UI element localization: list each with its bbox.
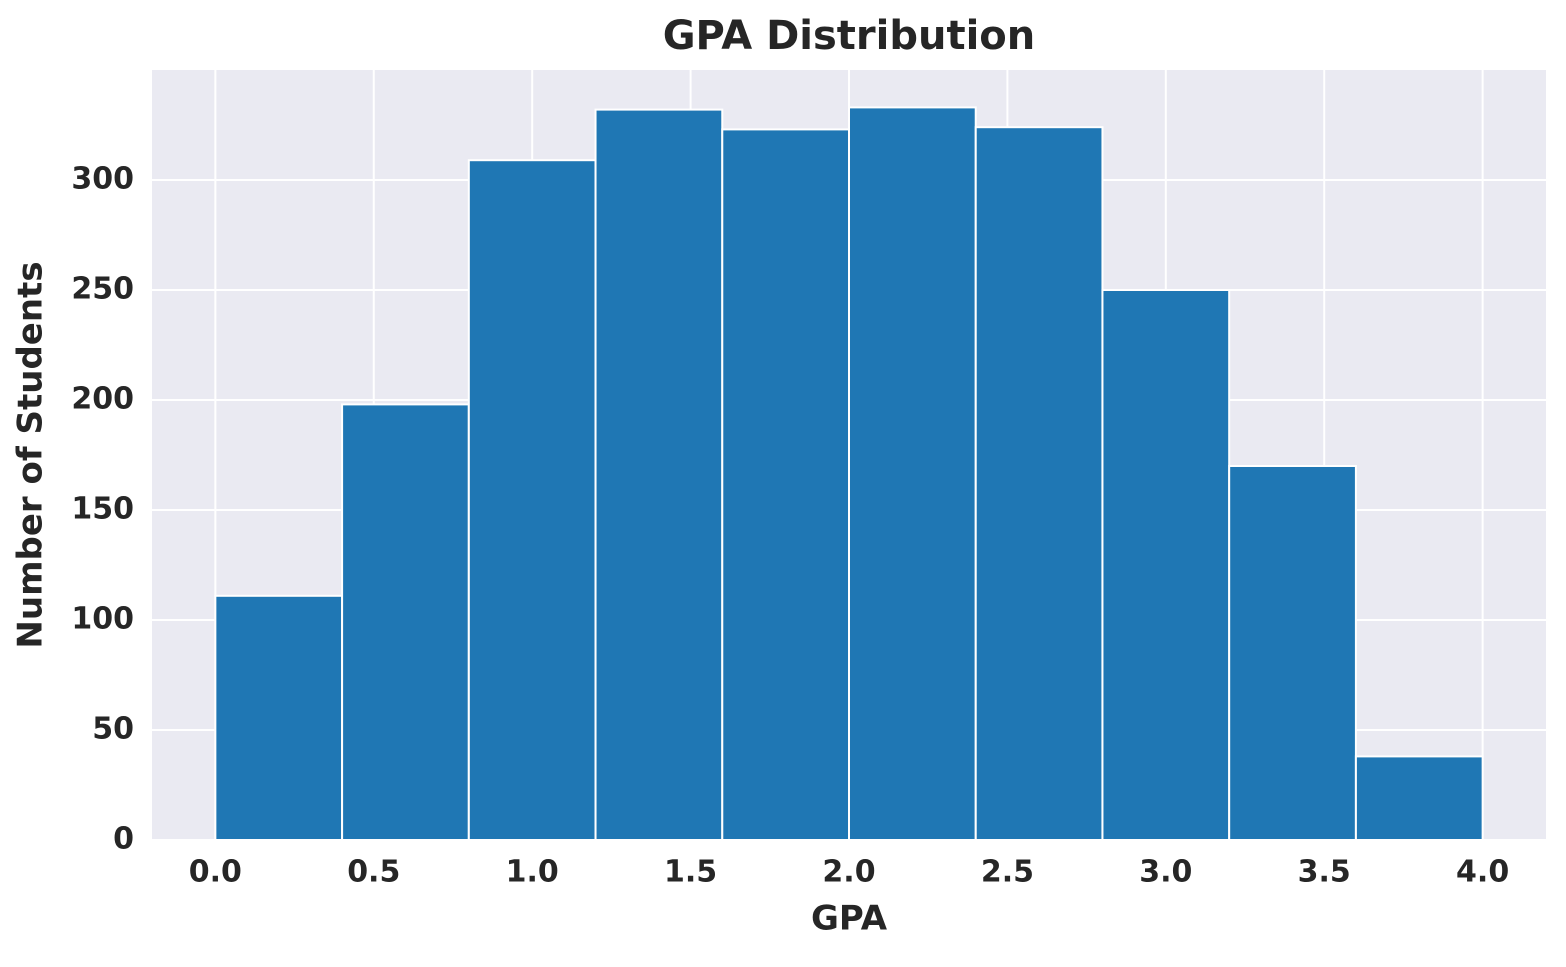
y-tick-label: 200	[71, 382, 134, 417]
x-tick-label: 2.5	[981, 855, 1034, 890]
bar	[1354, 755, 1484, 842]
x-tick-label: 3.5	[1298, 855, 1351, 890]
y-tick-label: 0	[113, 822, 134, 857]
y-tick-label: 250	[71, 272, 134, 307]
bar	[467, 159, 597, 841]
bar	[341, 403, 470, 841]
x-tick-label: 1.0	[506, 855, 559, 890]
x-tick-label: 1.5	[664, 855, 717, 890]
bar	[1228, 465, 1357, 841]
chart-title: GPA Distribution	[663, 13, 1036, 59]
y-tick-label: 50	[92, 712, 134, 747]
y-tick-label: 100	[71, 602, 134, 637]
bars	[214, 106, 1484, 842]
x-tick-label: 0.5	[347, 855, 400, 890]
y-axis-label: Number of Students	[11, 261, 51, 648]
x-axis-label: GPA	[811, 899, 888, 939]
bar	[721, 128, 850, 841]
x-tick-label: 2.0	[822, 855, 875, 890]
bar	[974, 126, 1104, 841]
bar	[214, 594, 344, 841]
y-tick-label: 300	[71, 162, 134, 197]
bar	[848, 106, 977, 841]
y-tick-label: 150	[71, 492, 134, 527]
bar	[594, 108, 724, 842]
x-tick-label: 3.0	[1139, 855, 1192, 890]
x-tick-label: 4.0	[1456, 855, 1509, 890]
x-tick-label: 0.0	[189, 855, 242, 890]
bar	[1101, 289, 1231, 841]
